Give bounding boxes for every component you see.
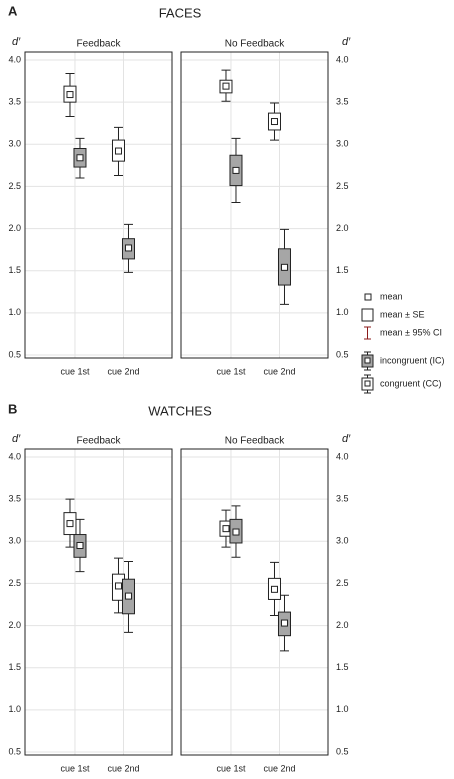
plot-frame	[180, 448, 329, 756]
y-tick-label: 3.0	[336, 139, 349, 149]
y-axis-label: d′	[12, 433, 21, 445]
x-tick-label: cue 2nd	[263, 763, 295, 773]
y-tick-label: 2.0	[336, 223, 349, 233]
y-axis-label: d′	[12, 36, 21, 48]
y-tick-label: 1.5	[336, 265, 349, 275]
y-tick-label: 2.5	[8, 578, 21, 588]
y-tick-label: 1.5	[8, 265, 21, 275]
y-tick-label: 3.5	[336, 97, 349, 107]
mean-marker	[76, 154, 84, 162]
y-tick-label: 3.5	[8, 494, 21, 504]
mean-marker	[222, 525, 230, 533]
panel-title: No Feedback	[225, 436, 285, 447]
legend-label: mean ± 95% CI	[380, 327, 442, 337]
legend-icon	[361, 308, 374, 322]
panel-title: Feedback	[77, 436, 122, 447]
legend-label: mean	[380, 291, 403, 301]
mean-marker	[76, 542, 84, 549]
x-tick-label: cue 1st	[60, 763, 90, 773]
mean-marker	[270, 585, 278, 593]
y-tick-label: 3.0	[8, 536, 21, 546]
x-tick-label: cue 2nd	[107, 366, 139, 376]
x-tick-label: cue 1st	[216, 366, 246, 376]
mean-marker	[114, 147, 122, 155]
mean-marker	[270, 118, 278, 126]
legend-icon	[364, 293, 372, 301]
plot-frame	[24, 51, 173, 359]
mean-marker	[222, 82, 230, 90]
y-tick-label: 0.5	[336, 746, 349, 756]
mean-marker	[280, 619, 288, 627]
y-tick-label: 0.5	[8, 746, 21, 756]
y-tick-label: 3.5	[8, 97, 21, 107]
y-tick-label: 3.0	[336, 536, 349, 546]
y-axis-label: d′	[342, 433, 351, 445]
legend-label: congruent (CC)	[380, 378, 442, 388]
row-title: WATCHES	[148, 403, 212, 418]
legend-icon	[364, 380, 371, 387]
y-tick-label: 2.0	[8, 223, 21, 233]
x-tick-label: cue 2nd	[263, 366, 295, 376]
y-tick-label: 4.0	[8, 54, 21, 64]
y-tick-label: 1.0	[336, 307, 349, 317]
panel-title: No Feedback	[225, 39, 285, 50]
y-tick-label: 3.5	[336, 494, 349, 504]
plot-frame	[180, 51, 329, 359]
y-tick-label: 1.0	[8, 307, 21, 317]
panel-title: Feedback	[77, 39, 122, 50]
x-tick-label: cue 1st	[216, 763, 246, 773]
mean-marker	[66, 520, 74, 528]
y-tick-label: 1.0	[8, 704, 21, 714]
y-tick-label: 1.5	[8, 662, 21, 672]
y-tick-label: 2.5	[336, 181, 349, 191]
x-tick-label: cue 2nd	[107, 763, 139, 773]
x-tick-label: cue 1st	[60, 366, 90, 376]
plot-frame	[24, 448, 173, 756]
panel-letter: A	[8, 3, 18, 18]
y-axis-label: d′	[342, 36, 351, 48]
y-tick-label: 1.0	[336, 704, 349, 714]
y-tick-label: 2.0	[336, 620, 349, 630]
legend-icon	[364, 357, 371, 364]
mean-marker	[124, 592, 132, 600]
y-tick-label: 2.5	[8, 181, 21, 191]
legend-icon	[364, 326, 371, 340]
y-tick-label: 4.0	[8, 451, 21, 461]
legend-label: incongruent (IC)	[380, 355, 445, 365]
y-tick-label: 4.0	[336, 451, 349, 461]
y-tick-label: 2.5	[336, 578, 349, 588]
row-title: FACES	[159, 5, 202, 20]
y-tick-label: 3.0	[8, 139, 21, 149]
mean-marker	[66, 91, 74, 99]
mean-marker	[280, 263, 288, 271]
panel-letter: B	[8, 401, 17, 416]
y-tick-label: 0.5	[8, 349, 21, 359]
mean-marker	[114, 582, 122, 590]
y-tick-label: 2.0	[8, 620, 21, 630]
y-tick-label: 4.0	[336, 54, 349, 64]
y-tick-label: 0.5	[336, 349, 349, 359]
legend-label: mean ± SE	[380, 309, 424, 319]
mean-marker	[232, 528, 240, 536]
mean-marker	[124, 244, 132, 252]
y-tick-label: 1.5	[336, 662, 349, 672]
mean-marker	[232, 166, 240, 174]
